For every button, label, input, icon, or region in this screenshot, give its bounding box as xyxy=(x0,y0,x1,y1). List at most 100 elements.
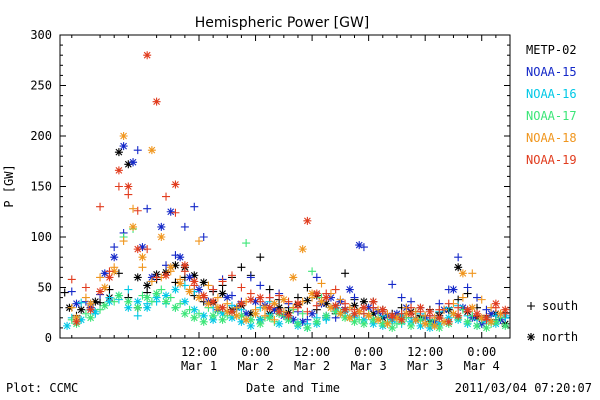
south-marker xyxy=(350,293,359,302)
north-marker xyxy=(91,307,100,316)
north-marker xyxy=(421,319,430,328)
north-marker xyxy=(312,289,321,298)
north-marker xyxy=(242,309,251,318)
north-marker xyxy=(157,222,166,231)
north-marker xyxy=(133,303,142,312)
north-marker xyxy=(124,303,133,312)
marker-legend: south north xyxy=(527,299,578,344)
north-marker xyxy=(331,301,340,310)
south-marker xyxy=(527,302,535,310)
north-marker xyxy=(114,148,123,157)
south-marker xyxy=(81,293,90,302)
north-marker xyxy=(176,253,185,262)
north-marker xyxy=(218,309,227,318)
north-marker xyxy=(119,142,128,151)
north-marker xyxy=(359,303,368,312)
north-marker xyxy=(227,313,236,322)
north-marker xyxy=(473,321,482,330)
north-marker xyxy=(209,297,218,306)
north-marker xyxy=(223,307,232,316)
south-marker xyxy=(298,309,307,318)
south-marker xyxy=(185,305,194,314)
north-marker xyxy=(114,291,123,300)
north-marker xyxy=(449,309,458,318)
north-marker xyxy=(162,297,171,306)
north-marker xyxy=(190,305,199,314)
south-marker xyxy=(312,301,321,310)
north-marker xyxy=(350,317,359,326)
north-marker xyxy=(345,313,354,322)
north-marker xyxy=(416,303,425,312)
north-marker xyxy=(143,303,152,312)
north-marker xyxy=(232,311,241,320)
north-marker xyxy=(166,207,175,216)
north-marker xyxy=(369,319,378,328)
north-marker xyxy=(425,323,434,332)
north-marker xyxy=(86,305,95,314)
north-marker xyxy=(180,261,189,270)
y-axis-label: P [GW] xyxy=(2,164,16,207)
north-marker xyxy=(402,309,411,318)
north-marker xyxy=(152,97,161,106)
south-marker xyxy=(171,278,180,287)
north-marker xyxy=(143,293,152,302)
south-marker xyxy=(81,309,90,318)
north-marker xyxy=(527,333,535,341)
north-marker xyxy=(317,297,326,306)
north-marker xyxy=(374,315,383,324)
north-marker xyxy=(133,245,142,254)
south-marker xyxy=(232,303,241,312)
north-marker xyxy=(63,321,72,330)
south-marker xyxy=(256,281,265,290)
south-marker xyxy=(454,303,463,312)
south-marker xyxy=(152,273,161,282)
north-marker xyxy=(199,311,208,320)
south-marker xyxy=(190,202,199,211)
y-tick-label: 150 xyxy=(30,180,52,194)
north-marker xyxy=(359,315,368,324)
north-marker xyxy=(454,311,463,320)
south-marker xyxy=(176,299,185,308)
north-marker xyxy=(411,315,420,324)
north-marker xyxy=(270,305,279,314)
y-axis: 0 50 100 150 200 250 300 xyxy=(30,28,510,345)
north-marker xyxy=(355,307,364,316)
north-marker xyxy=(350,309,359,318)
south-marker xyxy=(157,285,166,294)
north-marker xyxy=(341,313,350,322)
north-marker xyxy=(199,317,208,326)
south-marker xyxy=(223,299,232,308)
x-tick-time: 0:00 xyxy=(354,345,383,359)
marker-legend-label: north xyxy=(542,330,578,344)
south-marker xyxy=(133,311,142,320)
y-tick-label: 250 xyxy=(30,79,52,93)
south-marker xyxy=(110,243,119,252)
north-marker xyxy=(100,269,109,278)
south-marker xyxy=(265,293,274,302)
north-marker xyxy=(265,313,274,322)
north-marker xyxy=(124,297,133,306)
north-marker xyxy=(303,296,312,305)
south-marker xyxy=(67,287,76,296)
north-marker xyxy=(237,311,246,320)
south-marker xyxy=(133,146,142,155)
north-marker xyxy=(425,307,434,316)
north-marker xyxy=(298,317,307,326)
north-marker xyxy=(435,319,444,328)
north-marker xyxy=(133,297,142,306)
north-marker xyxy=(293,319,302,328)
south-marker xyxy=(260,311,269,320)
north-marker xyxy=(260,303,269,312)
south-marker xyxy=(96,298,105,307)
north-marker xyxy=(77,315,86,324)
south-marker xyxy=(129,204,138,213)
south-marker xyxy=(473,293,482,302)
north-marker xyxy=(416,321,425,330)
north-marker xyxy=(425,319,434,328)
south-marker xyxy=(199,233,208,241)
north-marker xyxy=(100,301,109,310)
north-marker xyxy=(482,323,491,332)
north-marker xyxy=(105,273,114,282)
north-marker xyxy=(227,307,236,316)
